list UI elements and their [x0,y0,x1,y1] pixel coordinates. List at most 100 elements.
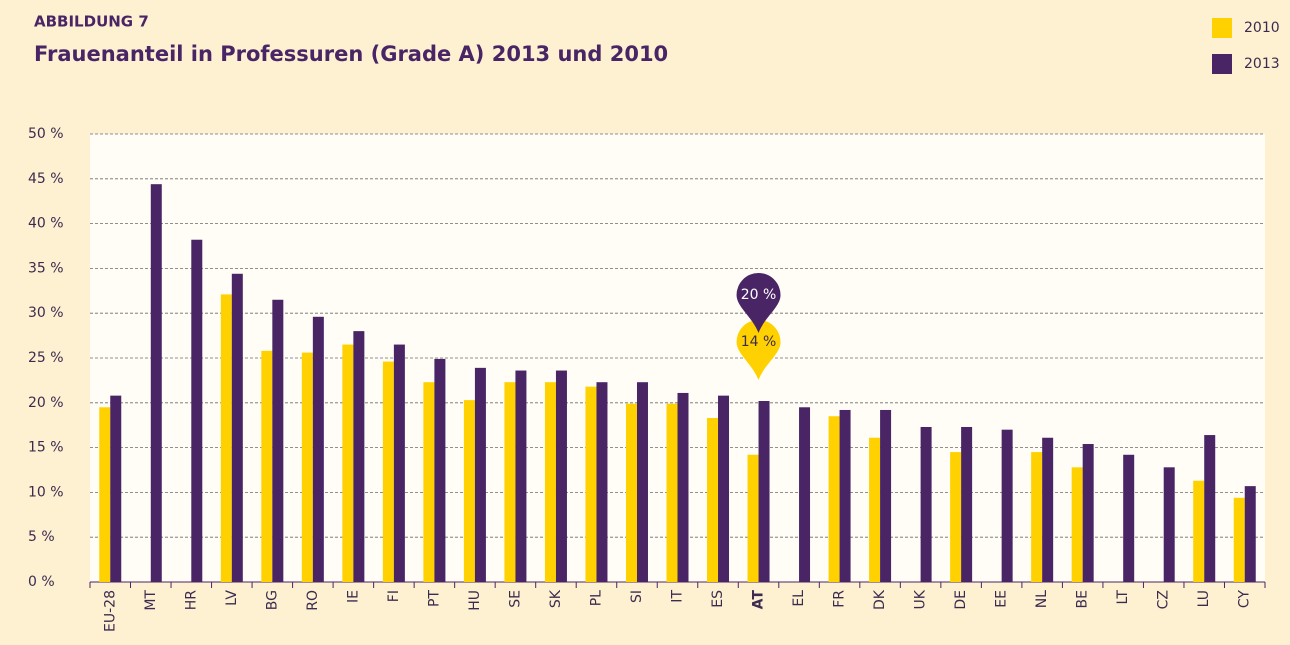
bar [718,395,730,582]
bar [272,299,284,582]
x-tick-label: EU-28 [102,590,118,632]
bar [1163,467,1175,582]
kicker: ABBILDUNG 7 [34,13,149,31]
x-tick-label: RO [305,590,321,611]
chart-title: Frauenanteil in Professuren (Grade A) 20… [34,42,668,66]
x-tick-label: PT [426,590,442,607]
bar [99,407,111,582]
x-tick-label: HR [183,590,199,611]
bar [1082,444,1094,582]
x-tick-label: EE [994,590,1010,608]
bar [625,403,637,582]
x-tick-label: EL [791,590,807,607]
bar [463,400,475,582]
y-tick-label: 25 % [28,350,64,366]
bar [677,392,689,582]
bar [920,426,932,582]
bar [191,239,203,582]
y-tick-label: 30 % [28,305,64,321]
x-tick-label: DK [872,589,888,610]
bar [423,382,435,582]
bar [220,294,232,582]
y-tick-label: 0 % [28,574,55,590]
bar [596,382,608,582]
bar [515,370,527,582]
x-tick-label: IE [345,590,361,603]
y-tick-label: 10 % [28,484,64,500]
x-tick-label: IT [670,590,686,603]
bar [1123,454,1135,582]
bar [961,426,973,582]
x-tick-label: CY [1237,590,1253,609]
bar [758,401,770,582]
x-tick-label: SE [507,590,523,608]
legend-label: 2010 [1244,20,1280,36]
x-tick-label: FR [832,590,848,608]
bar [839,409,851,582]
bar [353,331,365,582]
x-tick-label: BE [1075,590,1091,608]
x-tick-label: NL [1034,590,1050,608]
pin-marker [736,273,781,333]
x-tick-label: PL [588,590,604,606]
y-tick-label: 45 % [28,171,64,187]
bar [636,382,648,582]
bar [434,358,446,582]
bar [301,352,313,582]
bar [707,418,719,582]
bar [585,386,597,582]
pin-label: 20 % [741,287,777,303]
y-tick-label: 5 % [28,529,55,545]
x-tick-label: SK [548,589,564,608]
bar [231,273,243,582]
y-tick-label: 40 % [28,216,64,232]
y-tick-label: 15 % [28,440,64,456]
x-tick-label: MT [143,590,159,611]
pin-label: 14 % [741,334,777,350]
bar [1031,452,1043,582]
bar [666,403,678,582]
bar [1233,497,1245,582]
bar [828,416,840,582]
y-tick-label: 35 % [28,260,64,276]
bar [747,454,759,582]
legend-label: 2013 [1244,56,1280,72]
bar [544,382,556,582]
x-tick-label: AT [751,590,767,610]
x-tick-label: SI [629,590,645,603]
bar [1001,429,1013,582]
bar [1071,467,1083,582]
bar [110,395,122,582]
x-tick-label: FI [386,590,402,602]
bar [150,184,162,582]
bar [504,382,516,582]
legend-swatch [1212,18,1232,38]
x-tick-label: UK [913,589,929,609]
bar [950,452,962,582]
bar [312,316,324,582]
x-tick-label: BG [264,590,280,610]
x-tick-label: LU [1196,590,1212,607]
legend-swatch [1212,54,1232,74]
x-tick-label: LV [224,590,240,606]
bar [869,437,881,582]
x-tick-label: HU [467,590,483,611]
bar [382,361,394,582]
pin-marker [736,320,781,380]
y-tick-label: 50 % [28,126,64,142]
bar [799,407,811,582]
bar [880,409,892,582]
y-tick-label: 20 % [28,395,64,411]
bar [474,367,486,582]
x-tick-label: ES [710,590,726,608]
bar [555,370,567,582]
x-tick-label: DE [953,590,969,610]
bar [342,344,354,582]
bar [1042,437,1054,582]
bar [1193,480,1205,582]
bar [1204,435,1216,582]
bar [261,350,273,582]
bar [393,344,405,582]
x-tick-label: CZ [1156,590,1172,609]
